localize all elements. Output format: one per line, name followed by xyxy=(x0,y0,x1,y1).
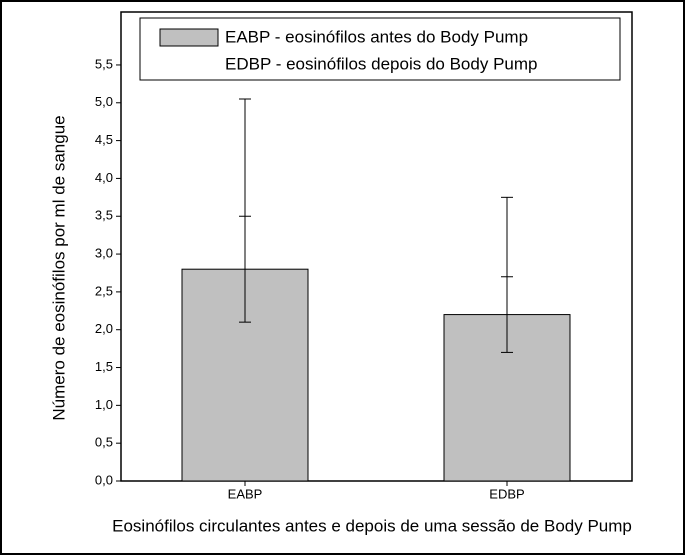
legend-box xyxy=(139,17,621,81)
y-tick-label: 3,0 xyxy=(95,246,113,261)
y-tick-label: 2,0 xyxy=(95,321,113,336)
x-tick-label: EDBP xyxy=(489,486,524,501)
y-tick-label: 5,0 xyxy=(95,94,113,109)
y-tick-label: 3,5 xyxy=(95,208,113,223)
y-tick-label: 1,5 xyxy=(95,359,113,374)
x-axis-label: Eosinófilos circulantes antes e depois d… xyxy=(112,516,632,535)
plot-frame xyxy=(120,11,633,482)
legend-entry: EABP - eosinófilos antes do Body Pump xyxy=(225,27,528,46)
y-tick-label: 2,5 xyxy=(95,283,113,298)
x-tick-label: EABP xyxy=(228,486,263,501)
y-tick-label: 5,5 xyxy=(95,56,113,71)
legend-entry: EDBP - eosinófilos depois do Body Pump xyxy=(225,54,537,73)
legend-swatch xyxy=(159,28,219,47)
y-axis-label: Número de eosinófilos por ml de sangue xyxy=(49,115,68,420)
y-tick-label: 1,0 xyxy=(95,397,113,412)
y-tick-label: 4,0 xyxy=(95,170,113,185)
y-tick-label: 0,0 xyxy=(95,472,113,487)
y-tick-label: 0,5 xyxy=(95,435,113,450)
y-tick-label: 4,5 xyxy=(95,132,113,147)
